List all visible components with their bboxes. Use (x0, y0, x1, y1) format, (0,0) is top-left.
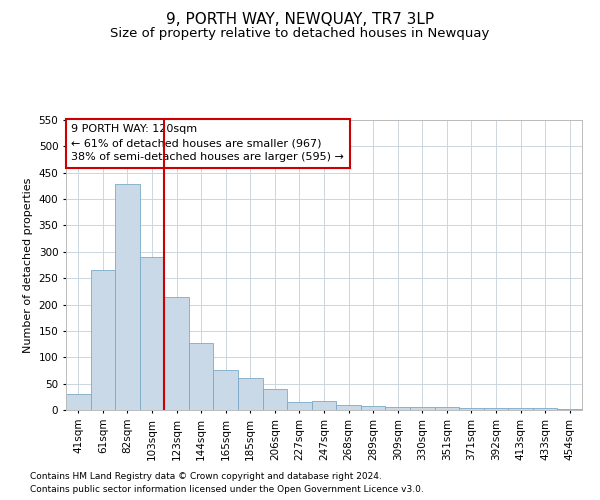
Bar (484, 408, 508, 410)
Text: Contains HM Land Registry data © Crown copyright and database right 2024.: Contains HM Land Registry data © Crown c… (30, 472, 382, 481)
Bar (312, 401, 336, 410)
Bar (410, 408, 434, 410)
Bar (361, 406, 385, 410)
Bar (557, 409, 582, 410)
Bar (434, 408, 459, 410)
Text: Contains public sector information licensed under the Open Government Licence v3: Contains public sector information licen… (30, 484, 424, 494)
Bar (459, 408, 484, 410)
Bar (336, 404, 361, 410)
Bar (508, 408, 533, 410)
Bar (91, 270, 115, 410)
Text: 9 PORTH WAY: 120sqm
← 61% of detached houses are smaller (967)
38% of semi-detac: 9 PORTH WAY: 120sqm ← 61% of detached ho… (71, 124, 344, 162)
Bar (287, 402, 312, 410)
Bar (115, 184, 140, 410)
Text: 9, PORTH WAY, NEWQUAY, TR7 3LP: 9, PORTH WAY, NEWQUAY, TR7 3LP (166, 12, 434, 28)
Bar (164, 296, 189, 410)
Bar (238, 378, 263, 410)
Bar (385, 408, 410, 410)
Bar (140, 257, 164, 410)
Bar (533, 408, 557, 410)
Bar (263, 389, 287, 410)
Text: Size of property relative to detached houses in Newquay: Size of property relative to detached ho… (110, 28, 490, 40)
Bar (189, 342, 214, 410)
Bar (214, 370, 238, 410)
Bar (66, 394, 91, 410)
Y-axis label: Number of detached properties: Number of detached properties (23, 178, 33, 352)
